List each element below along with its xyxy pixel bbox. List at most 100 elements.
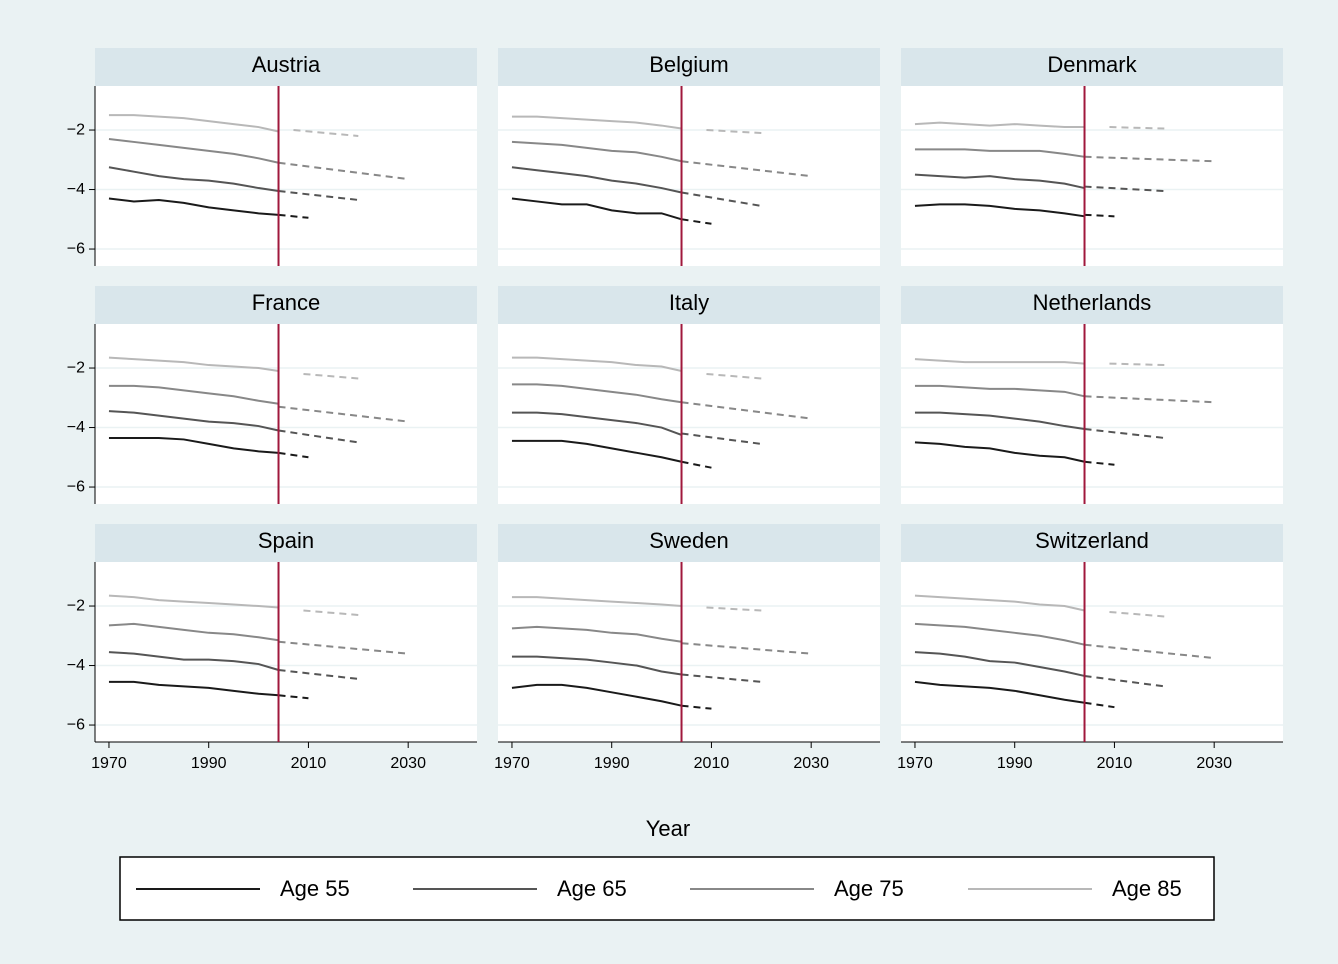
x-tick-label: 1990 bbox=[997, 755, 1033, 772]
series-line bbox=[108, 166, 279, 193]
panel-header bbox=[95, 48, 477, 86]
series-line bbox=[914, 441, 1085, 463]
series-line bbox=[914, 173, 1085, 190]
plot-area bbox=[95, 324, 477, 504]
panel-title: Switzerland bbox=[1035, 528, 1149, 553]
x-tick-label: 2010 bbox=[694, 755, 730, 772]
projection-line bbox=[1084, 155, 1215, 163]
y-tick-label: −4 bbox=[67, 419, 85, 436]
projection-line bbox=[681, 460, 712, 469]
series-line bbox=[108, 384, 279, 405]
projection-line bbox=[278, 669, 359, 680]
series-line bbox=[914, 121, 1085, 129]
series-line bbox=[511, 439, 682, 463]
projection-line bbox=[1084, 213, 1115, 218]
y-tick-label: −6 bbox=[67, 240, 85, 257]
series-line bbox=[914, 622, 1085, 646]
projection-line bbox=[681, 432, 762, 445]
x-tick-label: 1970 bbox=[494, 755, 530, 772]
y-tick-label: −2 bbox=[67, 359, 85, 376]
panel-header bbox=[498, 48, 880, 86]
panel-header bbox=[498, 524, 880, 562]
legend-label: Age 85 bbox=[1112, 876, 1182, 901]
panel-title: Italy bbox=[669, 290, 709, 315]
projection-line bbox=[1084, 701, 1115, 709]
projection-line bbox=[278, 694, 309, 700]
series-line bbox=[108, 680, 279, 697]
series-line bbox=[914, 411, 1085, 431]
projection-line bbox=[278, 405, 409, 423]
panel-title: Belgium bbox=[649, 52, 728, 77]
panel-title: Austria bbox=[252, 52, 321, 77]
projection-line bbox=[681, 401, 812, 420]
x-tick-label: 1990 bbox=[594, 755, 630, 772]
projection-line bbox=[681, 218, 712, 225]
x-tick-label: 2010 bbox=[1097, 755, 1133, 772]
projection-line bbox=[1084, 428, 1165, 439]
x-tick-label: 1990 bbox=[191, 755, 227, 772]
series-line bbox=[914, 148, 1085, 158]
series-line bbox=[914, 384, 1085, 398]
legend-label: Age 55 bbox=[280, 876, 350, 901]
series-line bbox=[511, 411, 682, 436]
projection-line bbox=[278, 161, 409, 181]
series-line bbox=[108, 651, 279, 671]
panel-title: Netherlands bbox=[1033, 290, 1152, 315]
projection-line bbox=[1109, 610, 1165, 618]
projection-line bbox=[278, 213, 309, 219]
series-line bbox=[511, 140, 682, 163]
series-line bbox=[511, 655, 682, 676]
series-line bbox=[511, 197, 682, 221]
y-tick-label: −2 bbox=[67, 597, 85, 614]
plot-area bbox=[95, 86, 477, 266]
series-line bbox=[511, 166, 682, 194]
x-tick-label: 2030 bbox=[390, 755, 426, 772]
plot-area bbox=[901, 562, 1283, 742]
projection-line bbox=[303, 609, 359, 616]
series-line bbox=[511, 683, 682, 707]
series-line bbox=[511, 383, 682, 404]
projection-line bbox=[278, 429, 359, 444]
projection-line bbox=[1109, 126, 1165, 130]
panel-title: Denmark bbox=[1047, 52, 1137, 77]
panel-header bbox=[901, 286, 1283, 324]
series-line bbox=[108, 410, 279, 432]
panel-header bbox=[498, 286, 880, 324]
x-tick-label: 2010 bbox=[291, 755, 327, 772]
plot-area bbox=[498, 86, 880, 266]
legend-label: Age 65 bbox=[557, 876, 627, 901]
x-tick-label: 1970 bbox=[91, 755, 127, 772]
projection-line bbox=[1109, 362, 1165, 367]
plot-area bbox=[901, 86, 1283, 266]
series-line bbox=[511, 625, 682, 643]
projection-line bbox=[1084, 460, 1115, 466]
projection-line bbox=[303, 372, 359, 380]
series-line bbox=[108, 356, 279, 372]
projection-line bbox=[681, 673, 762, 683]
plot-area bbox=[95, 562, 477, 742]
series-line bbox=[914, 651, 1085, 677]
projection-line bbox=[681, 704, 712, 710]
series-line bbox=[108, 594, 279, 609]
projection-line bbox=[706, 606, 762, 612]
projection-line bbox=[706, 129, 762, 135]
y-tick-label: −6 bbox=[67, 716, 85, 733]
x-axis-label: Year bbox=[646, 816, 690, 841]
series-line bbox=[108, 436, 279, 454]
panel-title: France bbox=[252, 290, 320, 315]
x-tick-label: 1970 bbox=[897, 755, 933, 772]
projection-line bbox=[1084, 395, 1215, 404]
panel-title: Spain bbox=[258, 528, 314, 553]
series-line bbox=[511, 356, 682, 372]
series-line bbox=[108, 622, 279, 642]
y-tick-label: −4 bbox=[67, 657, 85, 674]
projection-line bbox=[278, 451, 309, 459]
panel-header bbox=[95, 286, 477, 324]
projection-line bbox=[1084, 674, 1165, 688]
series-line bbox=[914, 358, 1085, 365]
series-line bbox=[108, 137, 279, 164]
projection-line bbox=[681, 160, 812, 178]
plot-area bbox=[498, 562, 880, 742]
